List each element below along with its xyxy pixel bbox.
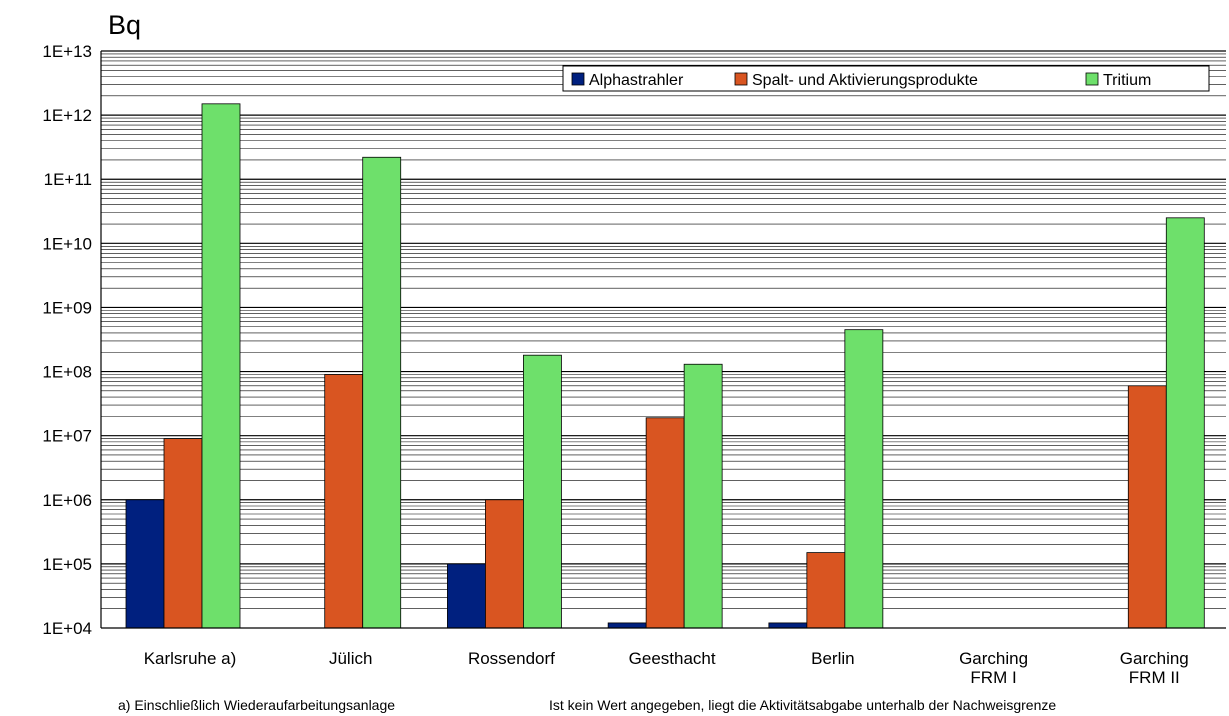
bar-alphastrahler-0: [126, 500, 164, 628]
bar-tritium-1: [363, 157, 401, 628]
y-tick-label: 1E+09: [42, 298, 92, 317]
bar-tritium-0: [202, 104, 240, 628]
bar-alphastrahler-4: [769, 623, 807, 628]
bar-spalt-und-aktivierungsprodukte-1: [325, 374, 363, 628]
legend-swatch: [735, 73, 747, 85]
bar-tritium-2: [523, 355, 561, 628]
bar-alphastrahler-3: [608, 623, 646, 628]
y-tick-label: 1E+11: [44, 170, 92, 189]
legend-label: Alphastrahler: [589, 72, 684, 89]
y-tick-label: 1E+10: [42, 234, 92, 253]
y-tick-label: 1E+08: [42, 363, 92, 382]
bar-spalt-und-aktivierungsprodukte-6: [1128, 386, 1166, 628]
bar-tritium-6: [1166, 218, 1204, 628]
y-tick-label: 1E+04: [42, 619, 92, 638]
footnote-detection-limit: Ist kein Wert angegeben, liegt die Aktiv…: [549, 697, 1056, 713]
legend-label: Spalt- und Aktivierungsprodukte: [752, 72, 978, 89]
y-tick-labels: 1E+04 1E+05 1E+06 1E+07 1E+08 1E+09 1E+10 1E+11…: [42, 42, 92, 638]
bar-tritium-3: [684, 364, 722, 628]
bar-spalt-und-aktivierungsprodukte-3: [646, 418, 684, 628]
x-tick-label: Jülich: [329, 649, 372, 668]
x-tick-label: Garching: [1120, 649, 1189, 668]
y-tick-label: 1E+06: [42, 491, 92, 510]
bar-spalt-und-aktivierungsprodukte-0: [164, 439, 202, 628]
x-tick-label: Karlsruhe a): [144, 649, 237, 668]
bar-tritium-4: [845, 330, 883, 628]
x-tick-labels: Karlsruhe a) Jülich Rossendorf Geesthacht Be…: [144, 649, 1189, 687]
legend-swatch: [572, 73, 584, 85]
bar-spalt-und-aktivierungsprodukte-2: [485, 500, 523, 628]
x-tick-label: Berlin: [811, 649, 854, 668]
x-tick-label: FRM I: [970, 668, 1016, 687]
x-tick-label: Rossendorf: [468, 649, 555, 668]
y-tick-label: 1E+07: [42, 427, 92, 446]
bar-alphastrahler-2: [447, 564, 485, 628]
y-tick-label: 1E+13: [42, 42, 92, 61]
x-tick-label: Garching: [959, 649, 1028, 668]
legend-swatch: [1086, 73, 1098, 85]
footnote-reprocessing: a) Einschließlich Wiederaufarbeitungsanl…: [118, 697, 395, 713]
y-tick-label: 1E+05: [42, 555, 92, 574]
x-tick-label: FRM II: [1129, 668, 1180, 687]
x-tick-label: Geesthacht: [629, 649, 716, 668]
legend-label: Tritium: [1103, 72, 1151, 89]
legend: Alphastrahler Spalt- und Aktivierungsprod…: [563, 66, 1209, 91]
bar-spalt-und-aktivierungsprodukte-4: [807, 553, 845, 628]
y-tick-label: 1E+12: [42, 106, 92, 125]
